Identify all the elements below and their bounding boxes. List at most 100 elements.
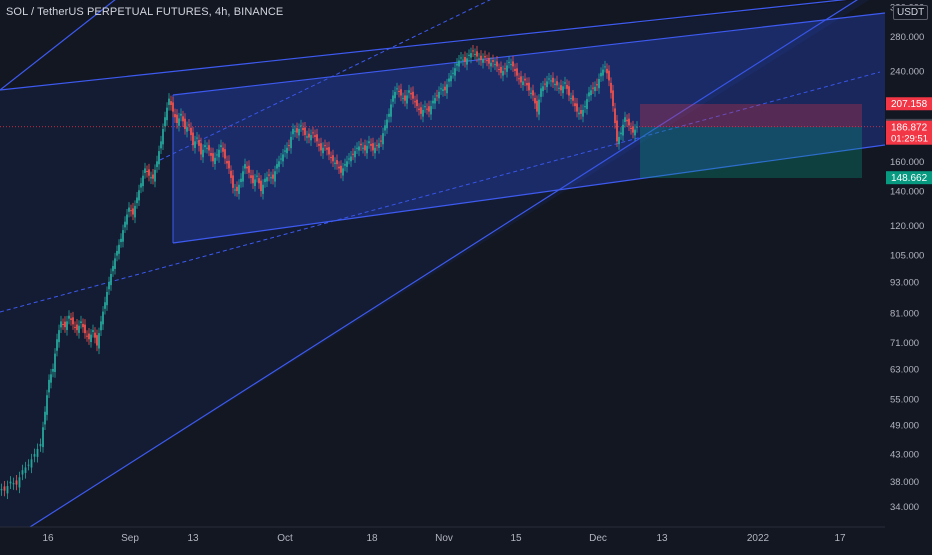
candle-body[interactable] [540,88,542,97]
candle-body[interactable] [594,86,596,92]
candle-body[interactable] [522,81,524,86]
candle-body[interactable] [528,82,530,91]
candle-body[interactable] [494,64,496,66]
candle-body[interactable] [370,143,372,146]
candle-body[interactable] [348,158,350,160]
candle-body[interactable] [344,164,346,166]
candle-body[interactable] [46,395,48,415]
candle-body[interactable] [398,90,400,92]
candle-body[interactable] [422,109,424,117]
candle-body[interactable] [98,333,100,349]
candle-body[interactable] [158,151,160,165]
middle-channel-lower-line[interactable] [172,144,885,244]
candle-body[interactable] [512,61,514,67]
candle-body[interactable] [194,141,196,148]
candle-body[interactable] [180,113,182,116]
candle-body[interactable] [36,448,39,457]
candle-body[interactable] [136,197,138,204]
candle-body[interactable] [458,60,460,67]
candle-body[interactable] [440,88,442,90]
candle-body[interactable] [196,137,198,139]
candle-body[interactable] [566,84,568,89]
candle-body[interactable] [260,180,262,192]
candle-body[interactable] [532,90,534,96]
candle-body[interactable] [448,78,450,82]
candle-body[interactable] [588,92,590,97]
candle-body[interactable] [288,145,290,147]
candle-body[interactable] [178,118,180,126]
candle-body[interactable] [140,183,142,188]
candle-body[interactable] [604,66,606,68]
candle-body[interactable] [502,70,504,76]
candle-body[interactable] [400,89,402,96]
candle-body[interactable] [550,80,552,82]
candle-body[interactable] [294,130,296,132]
candle-body[interactable] [404,95,406,101]
candle-body[interactable] [42,427,44,448]
candle-body[interactable] [356,147,358,149]
candle-body[interactable] [182,116,184,122]
candle-body[interactable] [290,136,292,149]
candle-body[interactable] [332,155,334,162]
candle-body[interactable] [360,143,362,146]
candle-body[interactable] [582,109,584,117]
candle-body[interactable] [108,282,110,290]
candle-body[interactable] [168,98,170,105]
candle-body[interactable] [376,145,378,147]
candle-body[interactable] [592,87,594,89]
price-series[interactable] [0,44,638,500]
candle-body[interactable] [624,117,626,123]
candle-body[interactable] [6,486,9,494]
candle-body[interactable] [514,68,516,71]
candle-body[interactable] [632,126,634,133]
candle-body[interactable] [484,56,486,58]
candle-body[interactable] [424,106,426,108]
candle-body[interactable] [564,82,566,84]
candle-body[interactable] [358,146,360,151]
candle-body[interactable] [402,98,404,100]
candle-body[interactable] [416,99,418,107]
candle-body[interactable] [102,311,104,325]
candle-body[interactable] [392,95,394,102]
candle-body[interactable] [488,57,490,64]
candle-body[interactable] [516,68,518,76]
candle-body[interactable] [106,291,108,306]
candle-body[interactable] [354,151,356,158]
candle-body[interactable] [92,330,94,332]
candle-body[interactable] [12,483,15,485]
candle-body[interactable] [446,84,448,94]
candle-body[interactable] [0,489,3,491]
candle-body[interactable] [510,64,512,66]
candle-body[interactable] [366,145,368,154]
candle-body[interactable] [492,60,494,62]
candle-body[interactable] [184,118,186,129]
candle-body[interactable] [204,145,206,148]
candle-body[interactable] [470,53,472,58]
candle-body[interactable] [90,334,92,343]
candle-body[interactable] [268,174,270,176]
candle-body[interactable] [9,481,12,484]
candle-body[interactable] [284,150,286,152]
candle-body[interactable] [146,170,148,173]
candle-body[interactable] [526,83,528,86]
candle-body[interactable] [152,174,154,179]
candle-body[interactable] [478,58,480,60]
candle-body[interactable] [150,177,152,179]
candle-body[interactable] [306,136,308,138]
candle-body[interactable] [600,72,602,77]
candle-body[interactable] [224,149,226,159]
candle-body[interactable] [278,161,280,167]
candle-body[interactable] [232,175,234,188]
candle-body[interactable] [318,143,320,146]
candle-body[interactable] [384,125,386,131]
candle-body[interactable] [154,169,156,182]
candle-body[interactable] [636,126,638,128]
candle-body[interactable] [386,119,388,129]
candle-body[interactable] [256,175,258,177]
candle-body[interactable] [546,81,548,88]
candle-body[interactable] [84,324,86,334]
candle-body[interactable] [122,230,124,242]
position-target-zone[interactable] [640,127,862,178]
candle-body[interactable] [508,61,510,63]
